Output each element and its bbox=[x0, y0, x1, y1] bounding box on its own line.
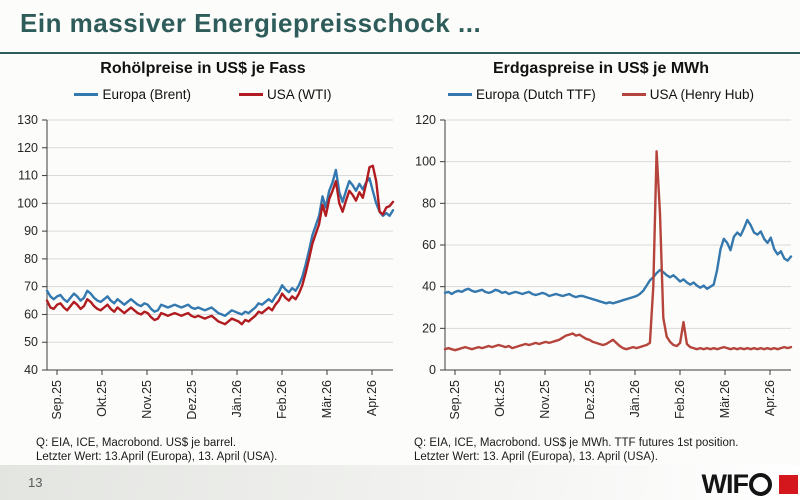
legend-swatch-henry-hub bbox=[621, 92, 646, 96]
svg-text:Okt.25: Okt.25 bbox=[95, 380, 109, 417]
wifo-logo-text: WIF bbox=[701, 469, 749, 499]
svg-text:50: 50 bbox=[24, 335, 38, 349]
gas-source-line-2: Letzter Wert: 13. April (Europa), 13. Ap… bbox=[414, 451, 658, 463]
svg-text:Feb.26: Feb.26 bbox=[275, 380, 289, 419]
legend-item-brent: Europa (Brent) bbox=[74, 87, 191, 102]
svg-text:Okt.25: Okt.25 bbox=[493, 380, 507, 417]
svg-text:Sep.25: Sep.25 bbox=[448, 380, 462, 420]
svg-text:60: 60 bbox=[24, 307, 38, 321]
legend-label-ttf: Europa (Dutch TTF) bbox=[475, 86, 596, 102]
legend-item-henry-hub: USA (Henry Hub) bbox=[621, 86, 755, 102]
oil-chart-legend: Europa (Brent) USA (WTI) bbox=[8, 84, 398, 104]
gas-chart-source: Q: EIA, ICE, Macrobond. US$ je MWh. TTF … bbox=[406, 436, 796, 464]
wifo-logo-red-square-icon bbox=[779, 474, 798, 494]
legend-label-henry-hub: USA (Henry Hub) bbox=[649, 86, 755, 102]
svg-text:Mär.26: Mär.26 bbox=[718, 380, 732, 418]
legend-swatch-ttf bbox=[447, 92, 472, 96]
svg-text:80: 80 bbox=[422, 196, 436, 210]
oil-chart-source: Q: EIA, ICE, Macrobond. US$ je barrel. L… bbox=[8, 436, 398, 464]
svg-text:Nov.25: Nov.25 bbox=[538, 380, 552, 419]
svg-text:Dez.25: Dez.25 bbox=[583, 380, 597, 420]
svg-text:100: 100 bbox=[17, 196, 38, 210]
legend-swatch-brent bbox=[74, 92, 99, 96]
svg-text:120: 120 bbox=[415, 113, 436, 127]
gas-source-line-1: Q: EIA, ICE, Macrobond. US$ je MWh. TTF … bbox=[414, 437, 739, 449]
svg-text:Jän.26: Jän.26 bbox=[230, 380, 244, 418]
svg-text:Apr.26: Apr.26 bbox=[763, 380, 777, 416]
gas-chart-legend: Europa (Dutch TTF) USA (Henry Hub) bbox=[406, 84, 796, 104]
svg-text:110: 110 bbox=[18, 169, 38, 183]
oil-chart-panel: Rohölpreise in US$ je Fass Europa (Brent… bbox=[8, 60, 398, 464]
footer: 13 WIF bbox=[0, 465, 800, 500]
svg-text:0: 0 bbox=[429, 363, 436, 377]
title-rule bbox=[0, 52, 800, 54]
svg-text:Feb.26: Feb.26 bbox=[673, 380, 687, 419]
gas-chart-panel: Erdgaspreise in US$ je MWh Europa (Dutch… bbox=[406, 60, 796, 464]
svg-text:70: 70 bbox=[24, 280, 38, 294]
svg-text:20: 20 bbox=[422, 321, 436, 335]
svg-text:40: 40 bbox=[24, 363, 38, 377]
legend-label-brent: Europa (Brent) bbox=[102, 86, 192, 102]
wifo-logo-o-ring-icon bbox=[749, 472, 772, 496]
slide-title: Ein massiver Energiepreisschock ... bbox=[20, 8, 482, 38]
svg-text:80: 80 bbox=[24, 252, 38, 266]
gas-chart-title: Erdgaspreise in US$ je MWh bbox=[492, 60, 710, 77]
legend-swatch-wti bbox=[239, 92, 264, 96]
svg-text:Sep.25: Sep.25 bbox=[50, 380, 64, 420]
svg-text:Mär.26: Mär.26 bbox=[320, 380, 334, 418]
gas-price-line-chart: 0 20 40 60 80 100 120 Sep.25 Okt.25 Nov.25 Dez.25 J… bbox=[415, 113, 793, 420]
oil-source-line-2: Letzter Wert: 13.April (Europa), 13. Apr… bbox=[36, 451, 278, 463]
svg-text:Apr.26: Apr.26 bbox=[365, 380, 379, 416]
svg-text:40: 40 bbox=[422, 280, 436, 294]
oil-price-line-chart: 40 50 60 70 80 90 100 110 120 130 Sep.25 Okt.25 Nov.… bbox=[17, 113, 395, 420]
svg-text:100: 100 bbox=[415, 155, 436, 169]
svg-text:90: 90 bbox=[24, 224, 38, 238]
wifo-logo: WIF bbox=[701, 469, 798, 499]
legend-item-ttf: Europa (Dutch TTF) bbox=[447, 86, 596, 102]
legend-label-wti: USA (WTI) bbox=[267, 86, 332, 102]
svg-text:130: 130 bbox=[17, 113, 38, 127]
svg-text:60: 60 bbox=[422, 238, 436, 252]
page-number: 13 bbox=[28, 475, 43, 490]
legend-item-wti: USA (WTI) bbox=[239, 87, 332, 102]
oil-chart-title: Rohölpreise in US$ je Fass bbox=[100, 60, 306, 77]
oil-source-line-1: Q: EIA, ICE, Macrobond. US$ je barrel. bbox=[36, 437, 237, 449]
svg-text:Dez.25: Dez.25 bbox=[185, 380, 199, 420]
svg-text:Nov.25: Nov.25 bbox=[140, 380, 154, 419]
svg-text:Jän.26: Jän.26 bbox=[628, 380, 642, 418]
svg-text:120: 120 bbox=[17, 141, 38, 155]
